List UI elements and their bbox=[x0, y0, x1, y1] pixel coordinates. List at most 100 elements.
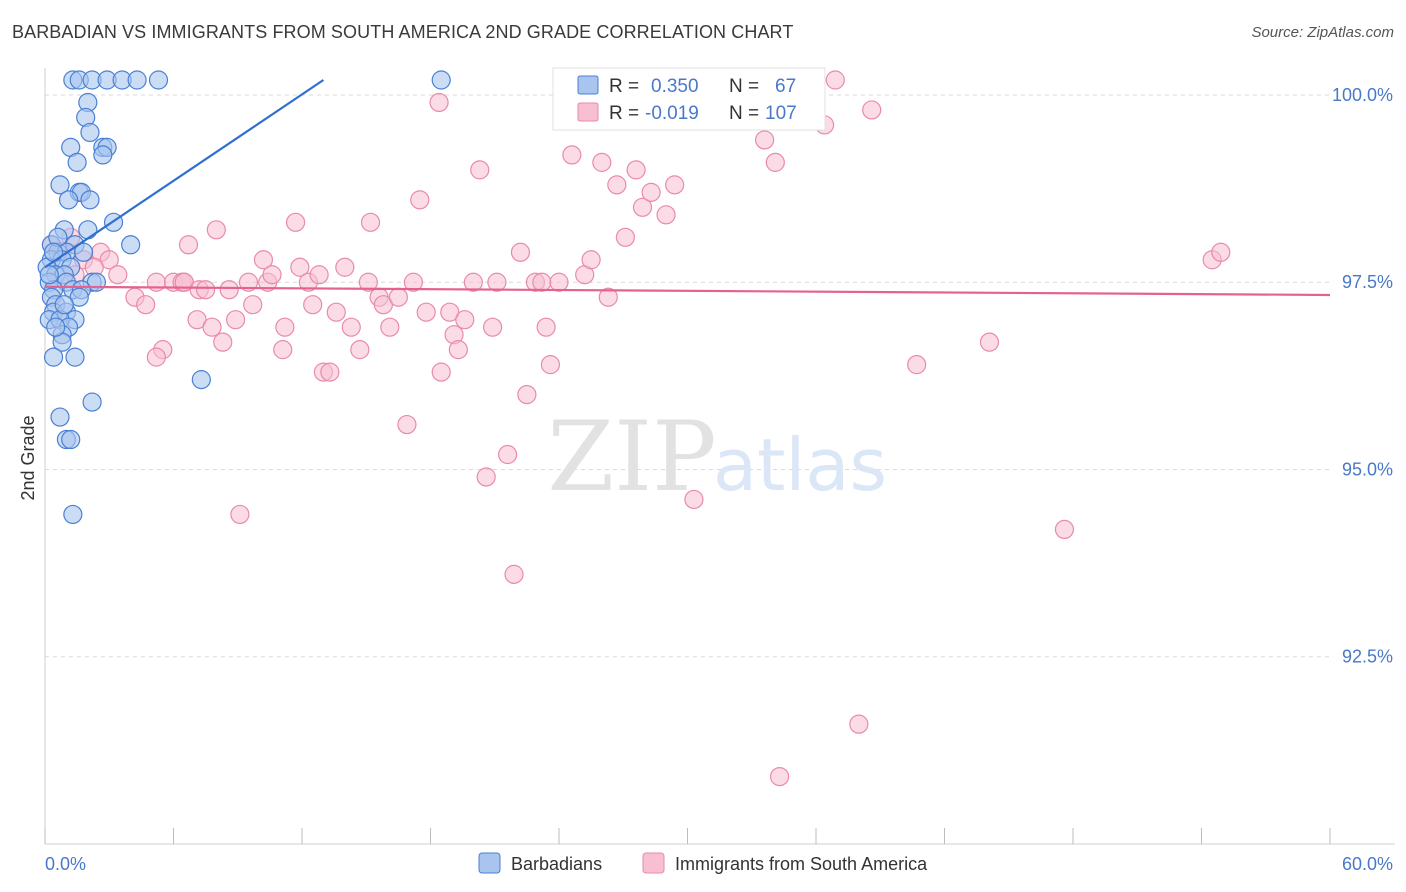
barbadians-point-26 bbox=[121, 235, 141, 255]
immigrants-trend-line bbox=[44, 285, 1331, 297]
immigrants-point-31 bbox=[273, 340, 293, 360]
immigrants-point-54 bbox=[429, 92, 449, 113]
immigrants-point-101 bbox=[979, 332, 1000, 352]
barbadians-r-value: 0.350 bbox=[651, 76, 699, 97]
immigrants-point-25 bbox=[230, 504, 250, 525]
legend-immigrants-label: Immigrants from South America bbox=[675, 854, 928, 874]
immigrants-point-32 bbox=[275, 317, 295, 337]
immigrants-point-42 bbox=[341, 317, 361, 337]
immigrants-point-58 bbox=[448, 340, 468, 360]
immigrants-point-20 bbox=[202, 317, 222, 337]
immigrants-point-65 bbox=[498, 444, 518, 465]
immigrants-point-67 bbox=[510, 242, 531, 262]
y-tick-labels: 100.0% 97.5% 95.0% 92.5% bbox=[1332, 85, 1393, 667]
immigrants-point-50 bbox=[397, 414, 417, 435]
immigrants-point-100 bbox=[907, 355, 927, 375]
immigrants-point-59 bbox=[455, 310, 475, 330]
bottom-legend: Barbadians Immigrants from South America bbox=[478, 852, 928, 874]
barbadians-point-55 bbox=[82, 392, 102, 412]
immigrants-point-92 bbox=[754, 130, 775, 150]
immigrants-point-97 bbox=[862, 100, 882, 120]
immigrants-point-53 bbox=[416, 302, 436, 322]
immigrants-point-24 bbox=[226, 310, 246, 330]
barbadians-point-5 bbox=[127, 70, 147, 90]
barbadians-point-54 bbox=[191, 370, 211, 390]
immigrants-r-value: -0.019 bbox=[645, 103, 699, 124]
immigrants-point-8 bbox=[136, 295, 156, 315]
immigrants-point-75 bbox=[562, 145, 582, 165]
immigrants-points bbox=[41, 70, 1231, 787]
immigrants-point-78 bbox=[592, 152, 612, 172]
barbadians-r-label: R = bbox=[609, 76, 639, 97]
immigrants-point-81 bbox=[615, 227, 635, 247]
immigrants-point-71 bbox=[536, 317, 556, 337]
watermark-atlas: atlas bbox=[713, 423, 887, 507]
x-tick-label-min: 0.0% bbox=[45, 854, 86, 874]
axes bbox=[44, 68, 1395, 845]
immigrants-point-34 bbox=[290, 257, 310, 277]
y-tick-label-0: 100.0% bbox=[1332, 85, 1393, 105]
immigrants-point-68 bbox=[517, 384, 537, 405]
immigrants-point-99 bbox=[849, 714, 869, 734]
stats-legend: R = 0.350 N = 67 R = -0.019 N = 107 bbox=[552, 67, 826, 131]
immigrants-point-79 bbox=[598, 287, 618, 307]
immigrants-point-66 bbox=[504, 564, 524, 584]
immigrants-point-73 bbox=[549, 272, 569, 292]
immigrants-point-80 bbox=[607, 175, 627, 195]
immigrants-point-44 bbox=[358, 272, 378, 292]
y-tick-label-3: 92.5% bbox=[1342, 647, 1393, 667]
barbadians-point-7 bbox=[431, 70, 451, 90]
y-tick-label-2: 95.0% bbox=[1342, 459, 1393, 479]
immigrants-point-72 bbox=[540, 355, 561, 375]
immigrants-point-40 bbox=[326, 302, 346, 322]
barbadians-point-53 bbox=[65, 347, 85, 367]
immigrants-point-37 bbox=[309, 265, 329, 285]
immigrants-point-93 bbox=[765, 152, 785, 172]
immigrants-point-52 bbox=[410, 190, 430, 210]
legend-barbadians-label: Barbadians bbox=[511, 854, 602, 874]
barbadians-point-56 bbox=[50, 407, 70, 427]
immigrants-point-6 bbox=[108, 265, 128, 285]
immigrants-r-label: R = bbox=[609, 103, 639, 124]
immigrants-point-11 bbox=[146, 347, 166, 367]
immigrants-point-39 bbox=[320, 362, 340, 382]
immigrants-point-70 bbox=[532, 272, 552, 292]
immigrants-point-63 bbox=[483, 317, 503, 337]
barbadians-point-14 bbox=[93, 145, 113, 165]
legend-immigrants-swatch bbox=[642, 852, 665, 874]
immigrants-point-36 bbox=[303, 295, 323, 315]
immigrants-point-89 bbox=[684, 489, 704, 510]
barbadians-point-10 bbox=[80, 122, 100, 143]
legend-barbadians-swatch bbox=[478, 852, 501, 874]
source-label: Source: ZipAtlas.com bbox=[1251, 24, 1394, 41]
watermark: ZIP atlas bbox=[547, 401, 887, 513]
barbadians-point-64 bbox=[73, 242, 94, 262]
barbadians-point-65 bbox=[54, 295, 74, 315]
immigrants-point-16 bbox=[178, 235, 199, 255]
immigrants-point-82 bbox=[626, 160, 646, 180]
immigrants-stat-swatch bbox=[577, 102, 599, 122]
barbadians-point-19 bbox=[58, 190, 79, 210]
barbadians-point-52 bbox=[43, 347, 64, 367]
immigrants-point-45 bbox=[360, 212, 381, 232]
immigrants-point-62 bbox=[476, 467, 496, 487]
trend-lines bbox=[44, 79, 1331, 297]
immigrants-point-28 bbox=[253, 250, 274, 270]
barbadians-n-label: N = bbox=[729, 76, 759, 97]
immigrants-n-value: 107 bbox=[765, 103, 797, 124]
immigrants-point-30 bbox=[262, 265, 282, 285]
immigrants-point-87 bbox=[665, 175, 685, 195]
immigrants-point-64 bbox=[487, 272, 507, 292]
immigrants-point-84 bbox=[641, 182, 661, 202]
immigrants-point-77 bbox=[581, 250, 601, 270]
barbadians-point-58 bbox=[61, 429, 81, 450]
x-tick-label-max: 60.0% bbox=[1342, 854, 1393, 874]
immigrants-point-55 bbox=[431, 362, 451, 382]
immigrants-point-41 bbox=[335, 257, 355, 277]
immigrants-n-label: N = bbox=[729, 103, 759, 124]
immigrants-point-60 bbox=[463, 272, 483, 292]
immigrants-point-21 bbox=[206, 220, 226, 240]
immigrants-point-96 bbox=[825, 70, 845, 90]
barbadians-point-15 bbox=[67, 152, 87, 172]
